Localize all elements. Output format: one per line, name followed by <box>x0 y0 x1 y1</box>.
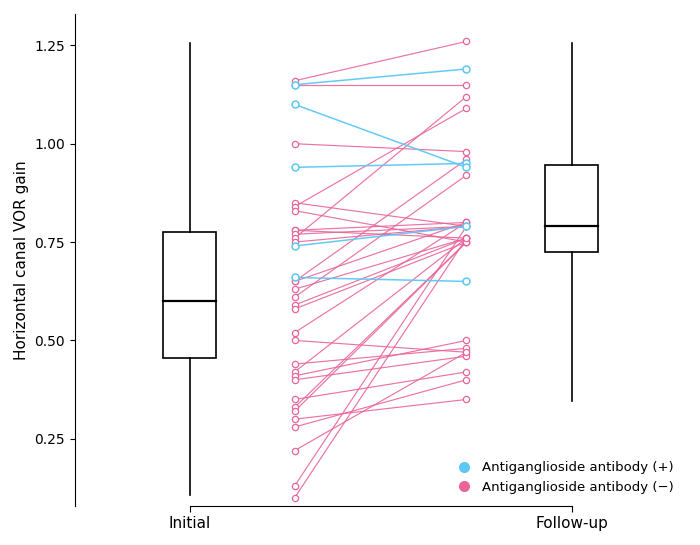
Bar <box>163 232 216 358</box>
Legend: Antiganglioside antibody (+), Antiganglioside antibody (−): Antiganglioside antibody (+), Antigangli… <box>445 456 680 499</box>
Y-axis label: Horizontal canal VOR gain: Horizontal canal VOR gain <box>14 160 29 360</box>
Bar <box>545 165 598 252</box>
